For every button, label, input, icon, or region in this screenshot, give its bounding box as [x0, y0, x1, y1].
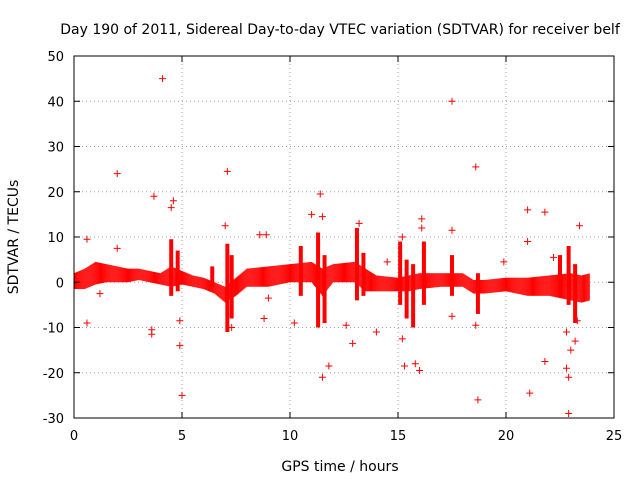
- y-tick-label: 50: [47, 50, 64, 65]
- data-point: [448, 312, 456, 320]
- data-point: [325, 362, 333, 370]
- data-point: [176, 317, 184, 325]
- data-point: [524, 238, 532, 246]
- data-point: [316, 190, 324, 198]
- grid-lines: [74, 56, 614, 418]
- data-point: [113, 170, 121, 178]
- data-point: [148, 330, 156, 338]
- x-tick-labels: 0 5 10 15 20 25: [70, 429, 622, 444]
- data-point: [526, 389, 534, 397]
- y-tick-label: 0: [56, 276, 64, 291]
- y-tick-labels: -30 -20 -10 0 10 20 30 40 50: [43, 50, 64, 427]
- data-point: [260, 314, 268, 322]
- data-point: [398, 335, 406, 343]
- data-point: [228, 324, 236, 331]
- data-point: [167, 204, 175, 212]
- data-point: [541, 357, 549, 365]
- data-point: [524, 206, 532, 214]
- data-point: [372, 328, 380, 336]
- x-tick-label: 20: [498, 429, 515, 444]
- data-point: [571, 337, 579, 345]
- x-tick-label: 10: [282, 429, 299, 444]
- data-point: [169, 197, 177, 205]
- data-point: [159, 75, 167, 83]
- data-point: [500, 258, 508, 266]
- y-tick-label: -10: [43, 322, 64, 337]
- data-point: [411, 360, 419, 368]
- y-tick-label: 20: [47, 186, 64, 201]
- x-tick-label: 25: [606, 429, 623, 444]
- data-point: [550, 253, 558, 261]
- data-point: [256, 231, 264, 239]
- data-point: [565, 409, 573, 417]
- data-point: [223, 167, 231, 175]
- data-point: [221, 222, 229, 230]
- data-point: [264, 294, 272, 302]
- data-point: [150, 192, 158, 200]
- y-tick-label: 40: [47, 95, 64, 110]
- data-point: [474, 396, 482, 404]
- data-point: [262, 231, 270, 239]
- data-point: [416, 366, 424, 374]
- data-point: [562, 328, 570, 336]
- data-point: [562, 364, 570, 372]
- data-point: [83, 319, 91, 327]
- data-point: [418, 224, 426, 232]
- data-point: [342, 321, 350, 329]
- data-points: [83, 75, 583, 417]
- data-point: [472, 163, 480, 171]
- dense-data-band: [73, 227, 590, 333]
- x-tick-label: 0: [70, 429, 78, 444]
- data-point: [176, 342, 184, 350]
- data-point: [355, 219, 363, 227]
- data-point: [575, 222, 583, 230]
- x-tick-label: 5: [178, 429, 186, 444]
- data-point: [448, 97, 456, 105]
- axis-ticks: [73, 55, 615, 419]
- y-tick-label: 30: [47, 141, 64, 156]
- data-point: [113, 244, 121, 252]
- data-point: [318, 213, 326, 221]
- data-point: [383, 258, 391, 266]
- y-tick-label: -20: [43, 367, 64, 382]
- chart-title: Day 190 of 2011, Sidereal Day-to-day VTE…: [60, 22, 621, 38]
- data-point: [418, 215, 426, 223]
- data-point: [96, 290, 104, 298]
- data-point: [308, 210, 316, 218]
- y-tick-label: 10: [47, 231, 64, 246]
- data-point: [472, 321, 480, 329]
- x-axis-label: GPS time / hours: [281, 459, 398, 475]
- x-tick-label: 15: [390, 429, 407, 444]
- y-axis-label: SDTVAR / TECUs: [6, 180, 22, 295]
- y-tick-label: -30: [43, 412, 64, 427]
- data-point: [565, 373, 573, 381]
- data-point: [567, 346, 575, 354]
- data-point: [178, 391, 186, 399]
- data-point: [318, 373, 326, 381]
- data-point: [573, 317, 581, 325]
- data-point: [83, 235, 91, 243]
- data-point: [448, 226, 456, 234]
- data-point: [398, 233, 406, 241]
- data-point: [541, 208, 549, 216]
- data-point: [400, 362, 408, 370]
- data-point: [290, 319, 298, 327]
- data-point: [349, 339, 357, 347]
